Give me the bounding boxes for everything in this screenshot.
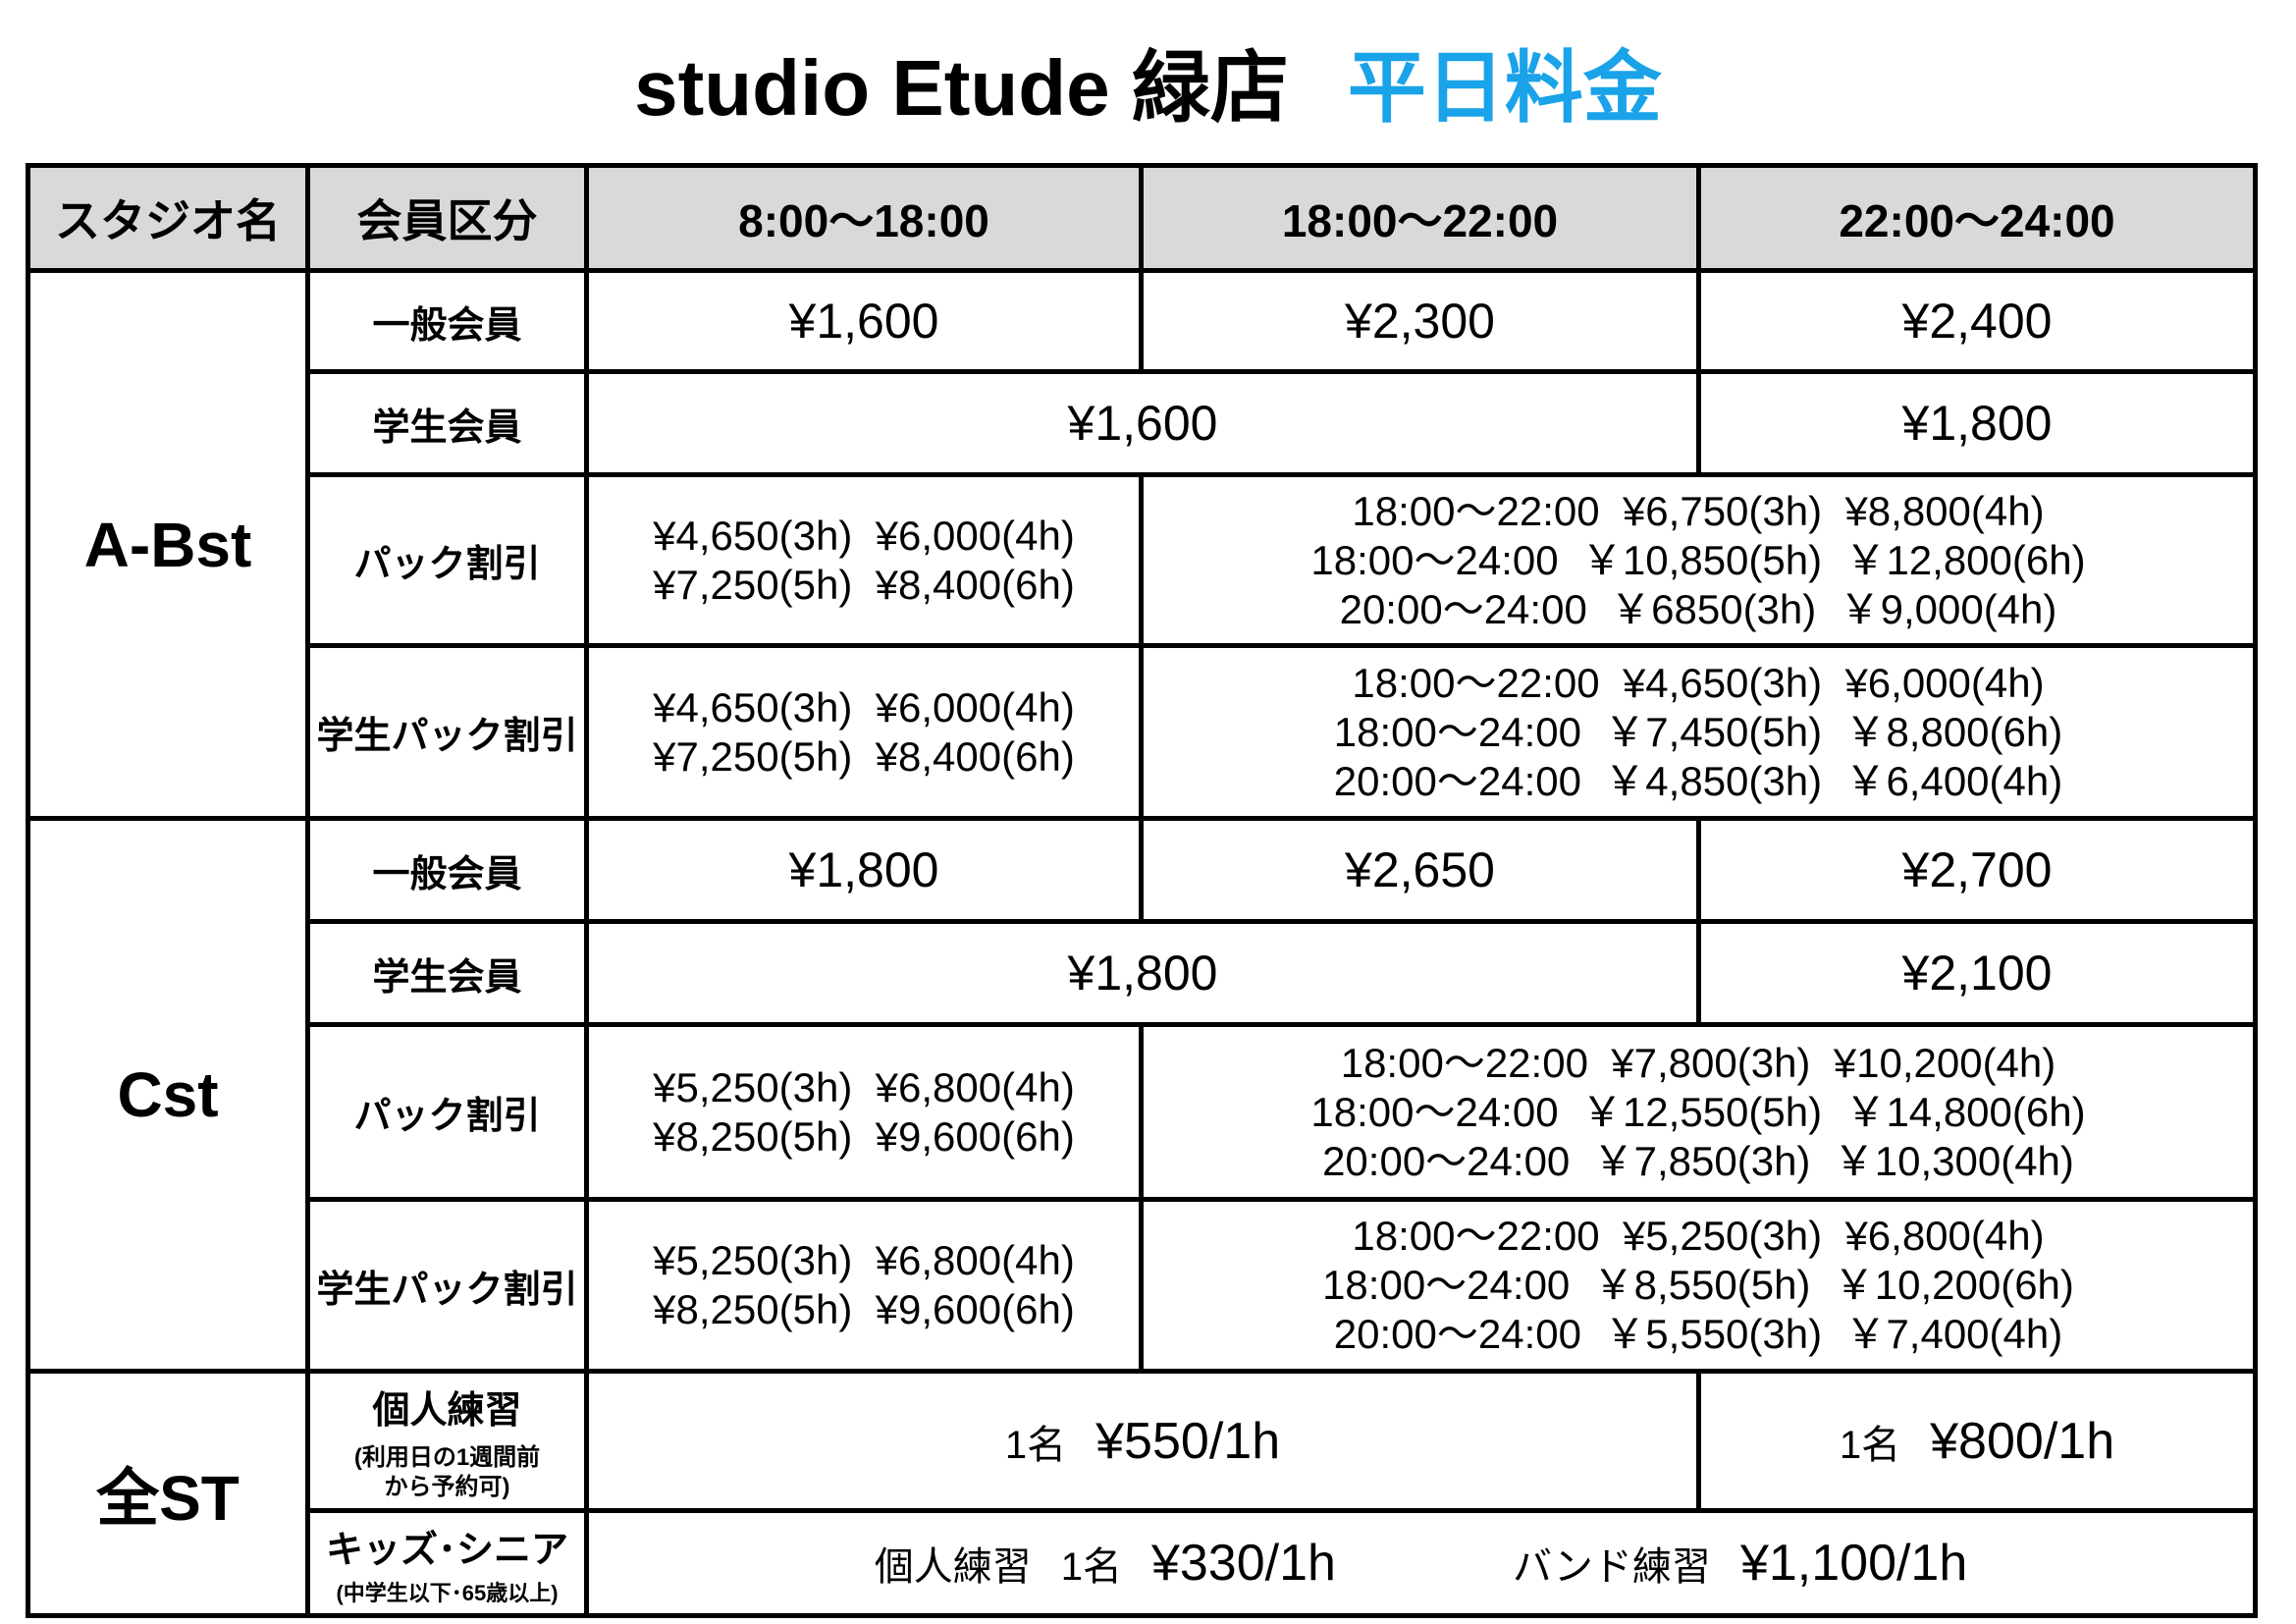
table-row: Cst 一般会員 ¥1,800 ¥2,650 ¥2,700 <box>26 816 2258 1374</box>
pack-night: 18:00〜22:00 ¥4,650(3h) ¥6,000(4h) 18:00〜2… <box>1139 643 2258 821</box>
price: ¥1,600 <box>584 268 1144 374</box>
pack-line: ¥5,250(3h) ¥6,800(4h) <box>653 1063 1075 1110</box>
pack-day: ¥4,650(3h) ¥6,000(4h) ¥7,250(5h) ¥8,400(6… <box>584 643 1144 821</box>
category-kids: キッズ･シニア (中学生以下･65歳以上) <box>305 1508 589 1618</box>
pack-line: 18:00〜24:00 ￥7,450(5h) ￥8,800(6h) <box>1333 708 2063 755</box>
header-row: スタジオ名 会員区分 8:00〜18:00 18:00〜22:00 22:00〜… <box>26 163 2258 273</box>
header-time-2: 18:00〜22:00 <box>1139 163 1701 273</box>
count: 1名 <box>1060 1545 1122 1589</box>
pack-line: 18:00〜22:00 ¥7,800(3h) ¥10,200(4h) <box>1340 1039 2056 1086</box>
price: ¥2,400 <box>1696 268 2258 374</box>
pack-line: ¥7,250(5h) ¥8,400(6h) <box>653 732 1075 780</box>
table-row: 学生会員 ¥1,600 ¥1,800 <box>28 369 2258 477</box>
label: 個人練習 <box>874 1545 1032 1589</box>
pack-line: 18:00〜22:00 ¥6,750(3h) ¥8,800(4h) <box>1352 487 2045 534</box>
table-row: A-Bst 一般会員 ¥1,600 ¥2,300 ¥2,400 <box>26 268 2258 821</box>
page-title: studio Etude 緑店 平日料金 <box>0 39 2296 137</box>
pack-line: 18:00〜24:00 ￥8,550(5h) ￥10,200(6h) <box>1322 1262 2074 1308</box>
studio-abst: A-Bst <box>26 268 310 821</box>
table-row: 全ST 個人練習 (利用日の1週間前 から予約可) 1名 ¥550/1h 1名 ¥8… <box>26 1369 2258 1618</box>
header-studio: スタジオ名 <box>26 163 310 273</box>
pack-day: ¥4,650(3h) ¥6,000(4h) ¥7,250(5h) ¥8,400(6… <box>584 472 1144 648</box>
header-time-1: 8:00〜18:00 <box>584 163 1144 273</box>
pack-line: ¥7,250(5h) ¥8,400(6h) <box>653 561 1075 608</box>
table-row: キッズ･シニア (中学生以下･65歳以上) 個人練習 1名 ¥330/1h バンド練習… <box>28 1508 2258 1618</box>
label: バンド練習 <box>1512 1545 1711 1589</box>
category-solo: 個人練習 (利用日の1週間前 から予約可) <box>305 1369 589 1513</box>
pack-line: 20:00〜24:00 ￥5,550(3h) ￥7,400(4h) <box>1333 1311 2063 1357</box>
header-member: 会員区分 <box>305 163 589 273</box>
note: (利用日の1週間前 <box>353 1444 541 1471</box>
price: ¥550/1h <box>1095 1412 1281 1470</box>
table-row: 学生会員 ¥1,800 ¥2,100 <box>28 919 2258 1027</box>
category: 学生会員 <box>305 919 589 1027</box>
pack-line: 18:00〜22:00 ¥4,650(3h) ¥6,000(4h) <box>1352 659 2045 706</box>
category: 一般会員 <box>305 816 589 924</box>
price: ¥2,650 <box>1139 816 1701 924</box>
price: ¥1,600 <box>584 369 1701 477</box>
price-type: 平日料金 <box>1347 44 1662 132</box>
pack-day: ¥5,250(3h) ¥6,800(4h) ¥8,250(5h) ¥9,600(6… <box>584 1197 1144 1374</box>
category: パック割引 <box>305 1022 589 1202</box>
table-row: パック割引 ¥4,650(3h) ¥6,000(4h) ¥7,250(5h) ¥8… <box>28 472 2258 648</box>
count: 1名 <box>1839 1423 1901 1467</box>
studio-cst: Cst <box>26 816 310 1374</box>
pack-line: 20:00〜24:00 ￥7,850(3h) ￥10,300(4h) <box>1322 1137 2074 1184</box>
pack-line: ¥8,250(5h) ¥9,600(6h) <box>653 1112 1075 1160</box>
pack-line: ¥8,250(5h) ¥9,600(6h) <box>653 1286 1075 1332</box>
price: ¥1,800 <box>584 816 1144 924</box>
count: 1名 <box>1004 1423 1067 1467</box>
price: ¥330/1h <box>1150 1535 1336 1592</box>
price: ¥2,100 <box>1696 919 2258 1027</box>
category: キッズ･シニア <box>325 1529 568 1571</box>
pack-night: 18:00〜22:00 ¥6,750(3h) ¥8,800(4h) 18:00〜2… <box>1139 472 2258 648</box>
category: 個人練習 <box>372 1390 522 1432</box>
table-row: 学生パック割引 ¥5,250(3h) ¥6,800(4h) ¥8,250(5h) … <box>28 1197 2258 1374</box>
price: ¥1,800 <box>1696 369 2258 477</box>
category: 学生パック割引 <box>305 643 589 821</box>
price: ¥1,100/1h <box>1739 1535 1968 1592</box>
price-table: スタジオ名 会員区分 8:00〜18:00 18:00〜22:00 22:00〜… <box>26 163 2258 1618</box>
pack-line: 18:00〜24:00 ￥12,550(5h) ￥14,800(6h) <box>1310 1088 2086 1135</box>
pack-line: ¥4,650(3h) ¥6,000(4h) <box>653 512 1075 559</box>
pack-line: ¥4,650(3h) ¥6,000(4h) <box>653 683 1075 731</box>
note: (中学生以下･65歳以上) <box>336 1580 559 1605</box>
studio-all: 全ST <box>26 1369 310 1618</box>
category: 一般会員 <box>305 268 589 374</box>
note: から予約可) <box>384 1474 510 1500</box>
kids-prices: 個人練習 1名 ¥330/1h バンド練習 ¥1,100/1h <box>584 1508 2258 1618</box>
price: ¥1,800 <box>584 919 1701 1027</box>
price: ¥2,700 <box>1696 816 2258 924</box>
pack-line: 18:00〜24:00 ￥10,850(5h) ￥12,800(6h) <box>1310 536 2086 583</box>
store-name: studio Etude 緑店 <box>634 44 1289 132</box>
category: 学生会員 <box>305 369 589 477</box>
pack-line: 20:00〜24:00 ￥4,850(3h) ￥6,400(4h) <box>1333 757 2063 804</box>
header-time-3: 22:00〜24:00 <box>1696 163 2258 273</box>
pack-night: 18:00〜22:00 ¥5,250(3h) ¥6,800(4h) 18:00〜2… <box>1139 1197 2258 1374</box>
table-row: 学生パック割引 ¥4,650(3h) ¥6,000(4h) ¥7,250(5h) … <box>28 643 2258 821</box>
pack-night: 18:00〜22:00 ¥7,800(3h) ¥10,200(4h) 18:00〜… <box>1139 1022 2258 1202</box>
price: ¥800/1h <box>1930 1412 2115 1470</box>
pack-day: ¥5,250(3h) ¥6,800(4h) ¥8,250(5h) ¥9,600(6… <box>584 1022 1144 1202</box>
solo-night: 1名 ¥800/1h <box>1696 1369 2258 1513</box>
pack-line: ¥5,250(3h) ¥6,800(4h) <box>653 1237 1075 1283</box>
price: ¥2,300 <box>1139 268 1701 374</box>
pack-line: 20:00〜24:00 ￥6850(3h) ￥9,000(4h) <box>1339 585 2057 632</box>
solo-day: 1名 ¥550/1h <box>584 1369 1701 1513</box>
table-row: パック割引 ¥5,250(3h) ¥6,800(4h) ¥8,250(5h) ¥9… <box>28 1022 2258 1202</box>
category: 学生パック割引 <box>305 1197 589 1374</box>
category: パック割引 <box>305 472 589 648</box>
pack-line: 18:00〜22:00 ¥5,250(3h) ¥6,800(4h) <box>1352 1213 2045 1259</box>
